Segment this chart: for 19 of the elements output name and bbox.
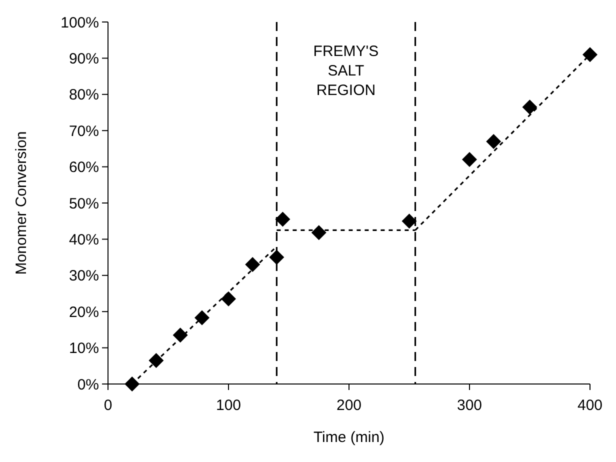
y-tick-label: 50%	[68, 195, 99, 212]
y-tick-label: 10%	[68, 340, 99, 358]
y-tick-label: 60%	[68, 159, 99, 176]
y-tick-label: 70%	[68, 122, 99, 140]
x-tick-label: 300	[456, 397, 482, 414]
y-tick-label: 80%	[68, 86, 99, 104]
y-tick-label: 20%	[68, 304, 99, 321]
x-tick-label: 0	[104, 397, 112, 414]
y-tick-label: 100%	[60, 14, 99, 32]
x-tick-label: 400	[577, 397, 603, 414]
x-tick-label: 100	[216, 397, 242, 414]
y-tick-label: 40%	[68, 231, 99, 248]
y-tick-label: 0%	[77, 376, 99, 394]
x-axis-title: Time (min)	[313, 429, 385, 446]
annotation: FREMY'S SALT REGION	[313, 43, 379, 99]
y-axis-title: Monomer Conversion	[13, 131, 30, 275]
y-tick-label: 30%	[68, 268, 99, 285]
x-tick-label: 200	[336, 397, 362, 414]
y-tick-label: 90%	[68, 50, 99, 68]
